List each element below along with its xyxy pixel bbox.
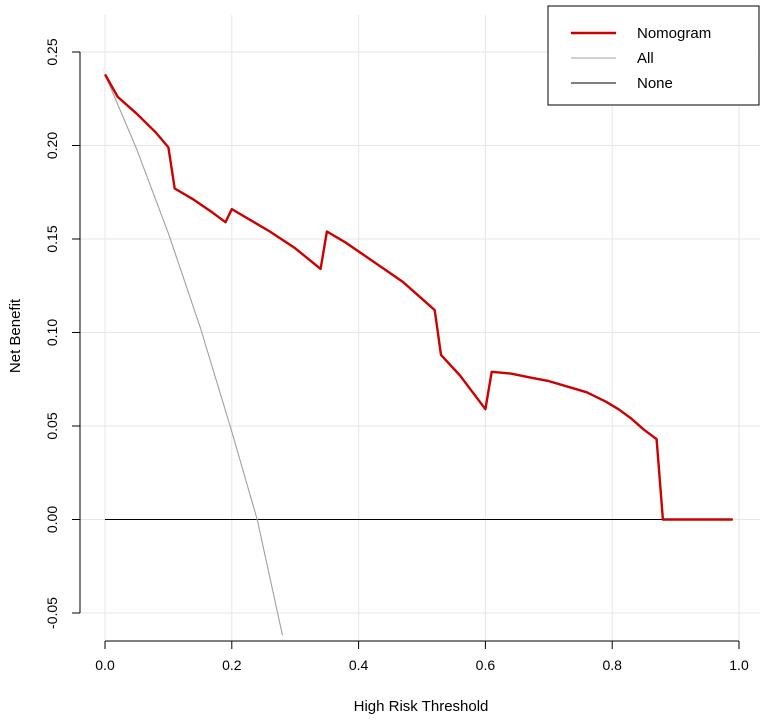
y-tick-label: 0.10	[44, 319, 60, 346]
legend-label-all: All	[637, 50, 654, 67]
axes: 0.0 0.2 0.4 0.6 0.8 1.0 -0.05 0.00 0.05 0.10 0.15 0…	[44, 38, 749, 673]
legend: Nomogram All None	[547, 5, 760, 106]
x-axis-label: High Risk Threshold	[354, 698, 489, 715]
y-tick-label: 0.20	[44, 132, 60, 159]
series-line-nomogram	[103, 73, 733, 521]
legend-label-nomogram: Nomogram	[637, 25, 711, 42]
y-tick-label: 0.05	[44, 412, 60, 439]
x-tick-label: 0.8	[602, 657, 622, 673]
y-tick-label: -0.05	[44, 597, 60, 629]
y-tick-label: 0.25	[44, 38, 60, 65]
series-lines	[103, 73, 733, 636]
gridlines	[80, 15, 760, 640]
y-tick-label: 0.00	[44, 506, 60, 533]
y-tick-label: 0.15	[44, 225, 60, 252]
legend-box	[547, 5, 760, 106]
x-tick-label: 0.6	[476, 657, 496, 673]
legend-label-none: None	[637, 75, 673, 92]
x-tick-label: 0.2	[222, 657, 242, 673]
series-line-all	[104, 74, 284, 636]
x-tick-label: 0.0	[95, 657, 115, 673]
x-tick-label: 1.0	[729, 657, 749, 673]
x-tick-label: 0.4	[349, 657, 369, 673]
y-axis-label: Net Benefit	[7, 298, 24, 373]
